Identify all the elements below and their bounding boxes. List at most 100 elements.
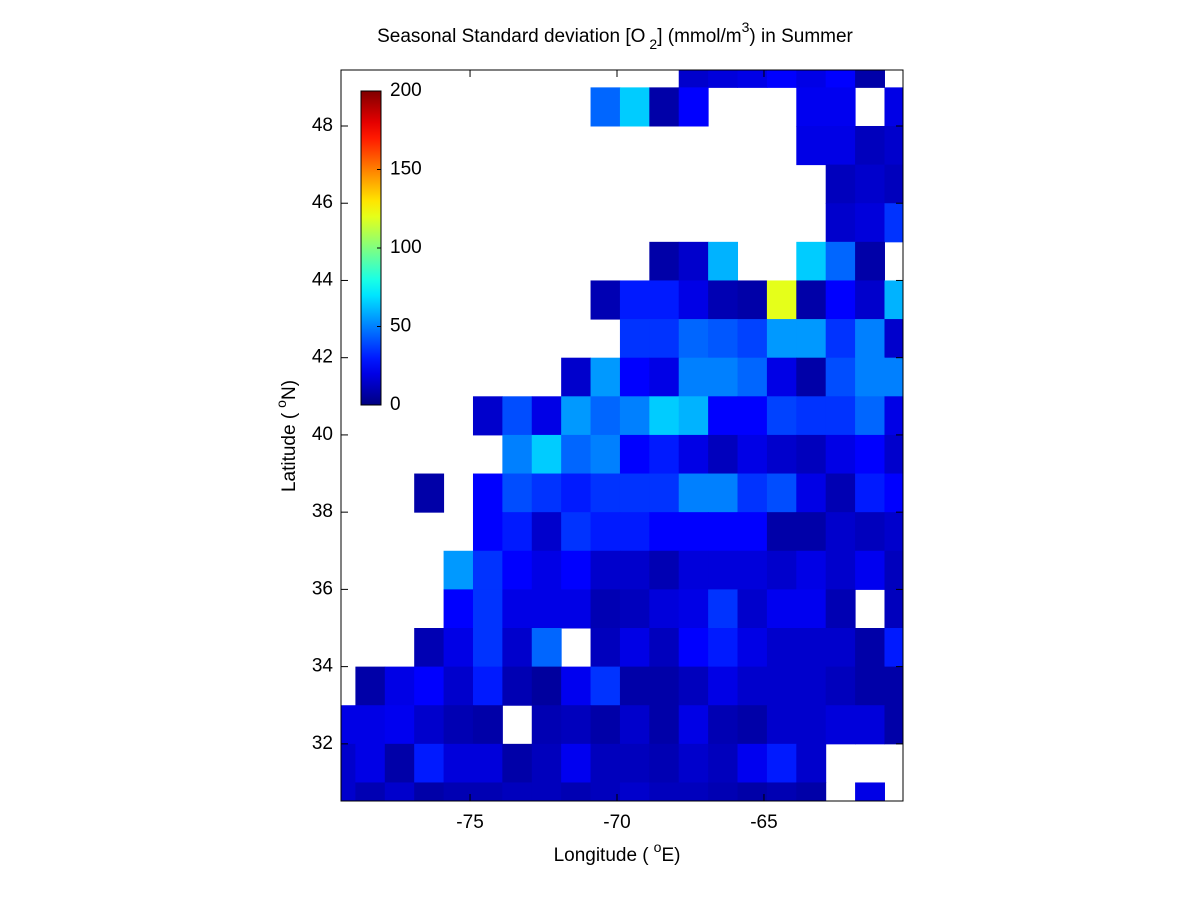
cell: [796, 628, 827, 668]
cell: [472, 705, 503, 745]
cell: [649, 666, 680, 706]
cell: [472, 782, 503, 801]
cell: [590, 743, 621, 783]
cell: [502, 473, 533, 513]
cell: [708, 512, 739, 552]
cell: [825, 705, 856, 745]
colorbar-tick-label: 100: [390, 237, 422, 258]
cell: [561, 396, 592, 436]
y-tick-label: 42: [312, 347, 333, 368]
cell: [649, 589, 680, 629]
cell: [590, 357, 621, 397]
cell: [884, 87, 903, 127]
cell: [472, 512, 503, 552]
cell: [825, 241, 856, 281]
cell: [678, 782, 709, 801]
cell: [414, 666, 445, 706]
cell: [737, 70, 768, 88]
cell: [825, 203, 856, 243]
cell: [766, 743, 797, 783]
cell: [884, 357, 903, 397]
x-tick-label: -70: [603, 812, 630, 833]
y-tick-label: 44: [312, 269, 334, 290]
cell: [590, 782, 621, 801]
cell: [443, 666, 474, 706]
cell: [855, 396, 885, 436]
cell: [708, 666, 739, 706]
cell: [678, 666, 709, 706]
x-axis-label: Longitude (oE): [554, 839, 681, 866]
cell: [678, 434, 709, 475]
cell: [766, 550, 797, 590]
cell: [502, 589, 533, 629]
cell: [531, 550, 562, 590]
cell: [590, 434, 621, 475]
cell: [825, 357, 856, 397]
cell: [531, 705, 562, 745]
cell: [561, 550, 592, 590]
text-part: Latitude (: [279, 412, 300, 492]
cell: [414, 628, 445, 668]
cell: [884, 666, 903, 706]
cell: [766, 782, 797, 801]
cell: [855, 434, 885, 475]
cell: [678, 70, 709, 88]
text-part: 2: [649, 36, 657, 52]
cell: [766, 434, 797, 475]
text-part: E): [661, 845, 680, 866]
cell: [561, 512, 592, 552]
cell: [766, 473, 797, 513]
cell: [796, 550, 827, 590]
cell: [825, 628, 856, 668]
cell: [619, 628, 650, 668]
cell: [590, 473, 621, 513]
cell: [855, 164, 885, 204]
cell: [825, 550, 856, 590]
colorbar-tick-label: 50: [390, 316, 411, 337]
cell: [619, 705, 650, 745]
cell: [502, 434, 533, 475]
cell: [884, 628, 903, 668]
cell: [502, 628, 533, 668]
cell: [414, 705, 445, 745]
cell: [443, 705, 474, 745]
cell: [355, 705, 386, 745]
cell: [531, 396, 562, 436]
cell: [884, 512, 903, 552]
colorbar-tick-label: 150: [390, 159, 422, 180]
cell: [855, 241, 885, 281]
cell: [384, 782, 415, 801]
cell: [531, 473, 562, 513]
cell: [855, 628, 885, 668]
cell: [355, 782, 386, 801]
cell: [443, 628, 474, 668]
cell: [649, 396, 680, 436]
cell: [531, 512, 562, 552]
cell: [341, 743, 356, 783]
cell: [884, 319, 903, 359]
cell: [384, 743, 415, 783]
cell: [472, 666, 503, 706]
cell: [649, 782, 680, 801]
cell: [472, 473, 503, 513]
cell: [472, 550, 503, 590]
cell: [855, 666, 885, 706]
cell: [884, 589, 903, 629]
cell: [619, 666, 650, 706]
cell: [766, 396, 797, 436]
cell: [649, 705, 680, 745]
cell: [414, 743, 445, 783]
cell: [384, 705, 415, 745]
cell: [678, 87, 709, 127]
cell: [443, 550, 474, 590]
y-axis-label: Latitude (oN): [273, 380, 300, 492]
cell: [502, 666, 533, 706]
cell: [796, 705, 827, 745]
cell: [855, 512, 885, 552]
cell: [531, 666, 562, 706]
cell: [796, 70, 827, 88]
cell: [619, 473, 650, 513]
cell: [649, 628, 680, 668]
cell: [678, 473, 709, 513]
cell: [561, 473, 592, 513]
